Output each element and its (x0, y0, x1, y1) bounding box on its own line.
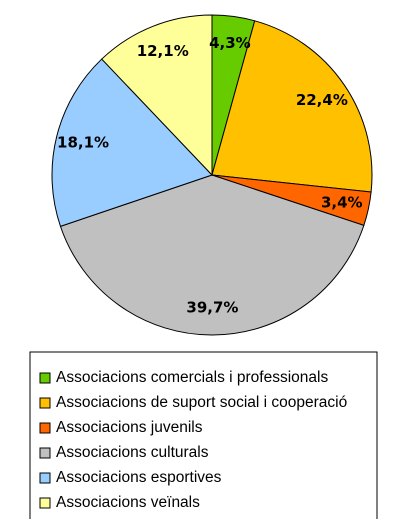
legend-swatch (39, 447, 51, 459)
pie-slice (211, 20, 373, 193)
legend-box (29, 351, 378, 519)
data-label: 12,1% (137, 42, 189, 60)
legend-label: Associacions culturals (56, 444, 209, 461)
legend-label: Associacions juvenils (56, 419, 203, 436)
data-label: 4,3% (209, 34, 251, 52)
legend-label: Associacions veïnals (56, 494, 200, 511)
legend-label: Associacions de suport social i cooperac… (56, 394, 347, 411)
legend-swatch (39, 397, 51, 409)
pie-slice (51, 58, 213, 227)
legend-swatch (39, 472, 51, 484)
legend-label: Associacions esportives (56, 469, 222, 486)
legend-swatch (39, 372, 51, 384)
legend-swatch (39, 422, 51, 434)
data-label: 3,4% (321, 194, 363, 212)
legend-swatch (39, 497, 51, 509)
legend-label: Associacions comercials i professionals (56, 369, 328, 386)
data-label: 22,4% (296, 91, 348, 109)
pie-slice (59, 174, 365, 336)
data-label: 39,7% (186, 298, 238, 316)
pie-slice (101, 14, 213, 177)
data-label: 18,1% (57, 134, 109, 152)
